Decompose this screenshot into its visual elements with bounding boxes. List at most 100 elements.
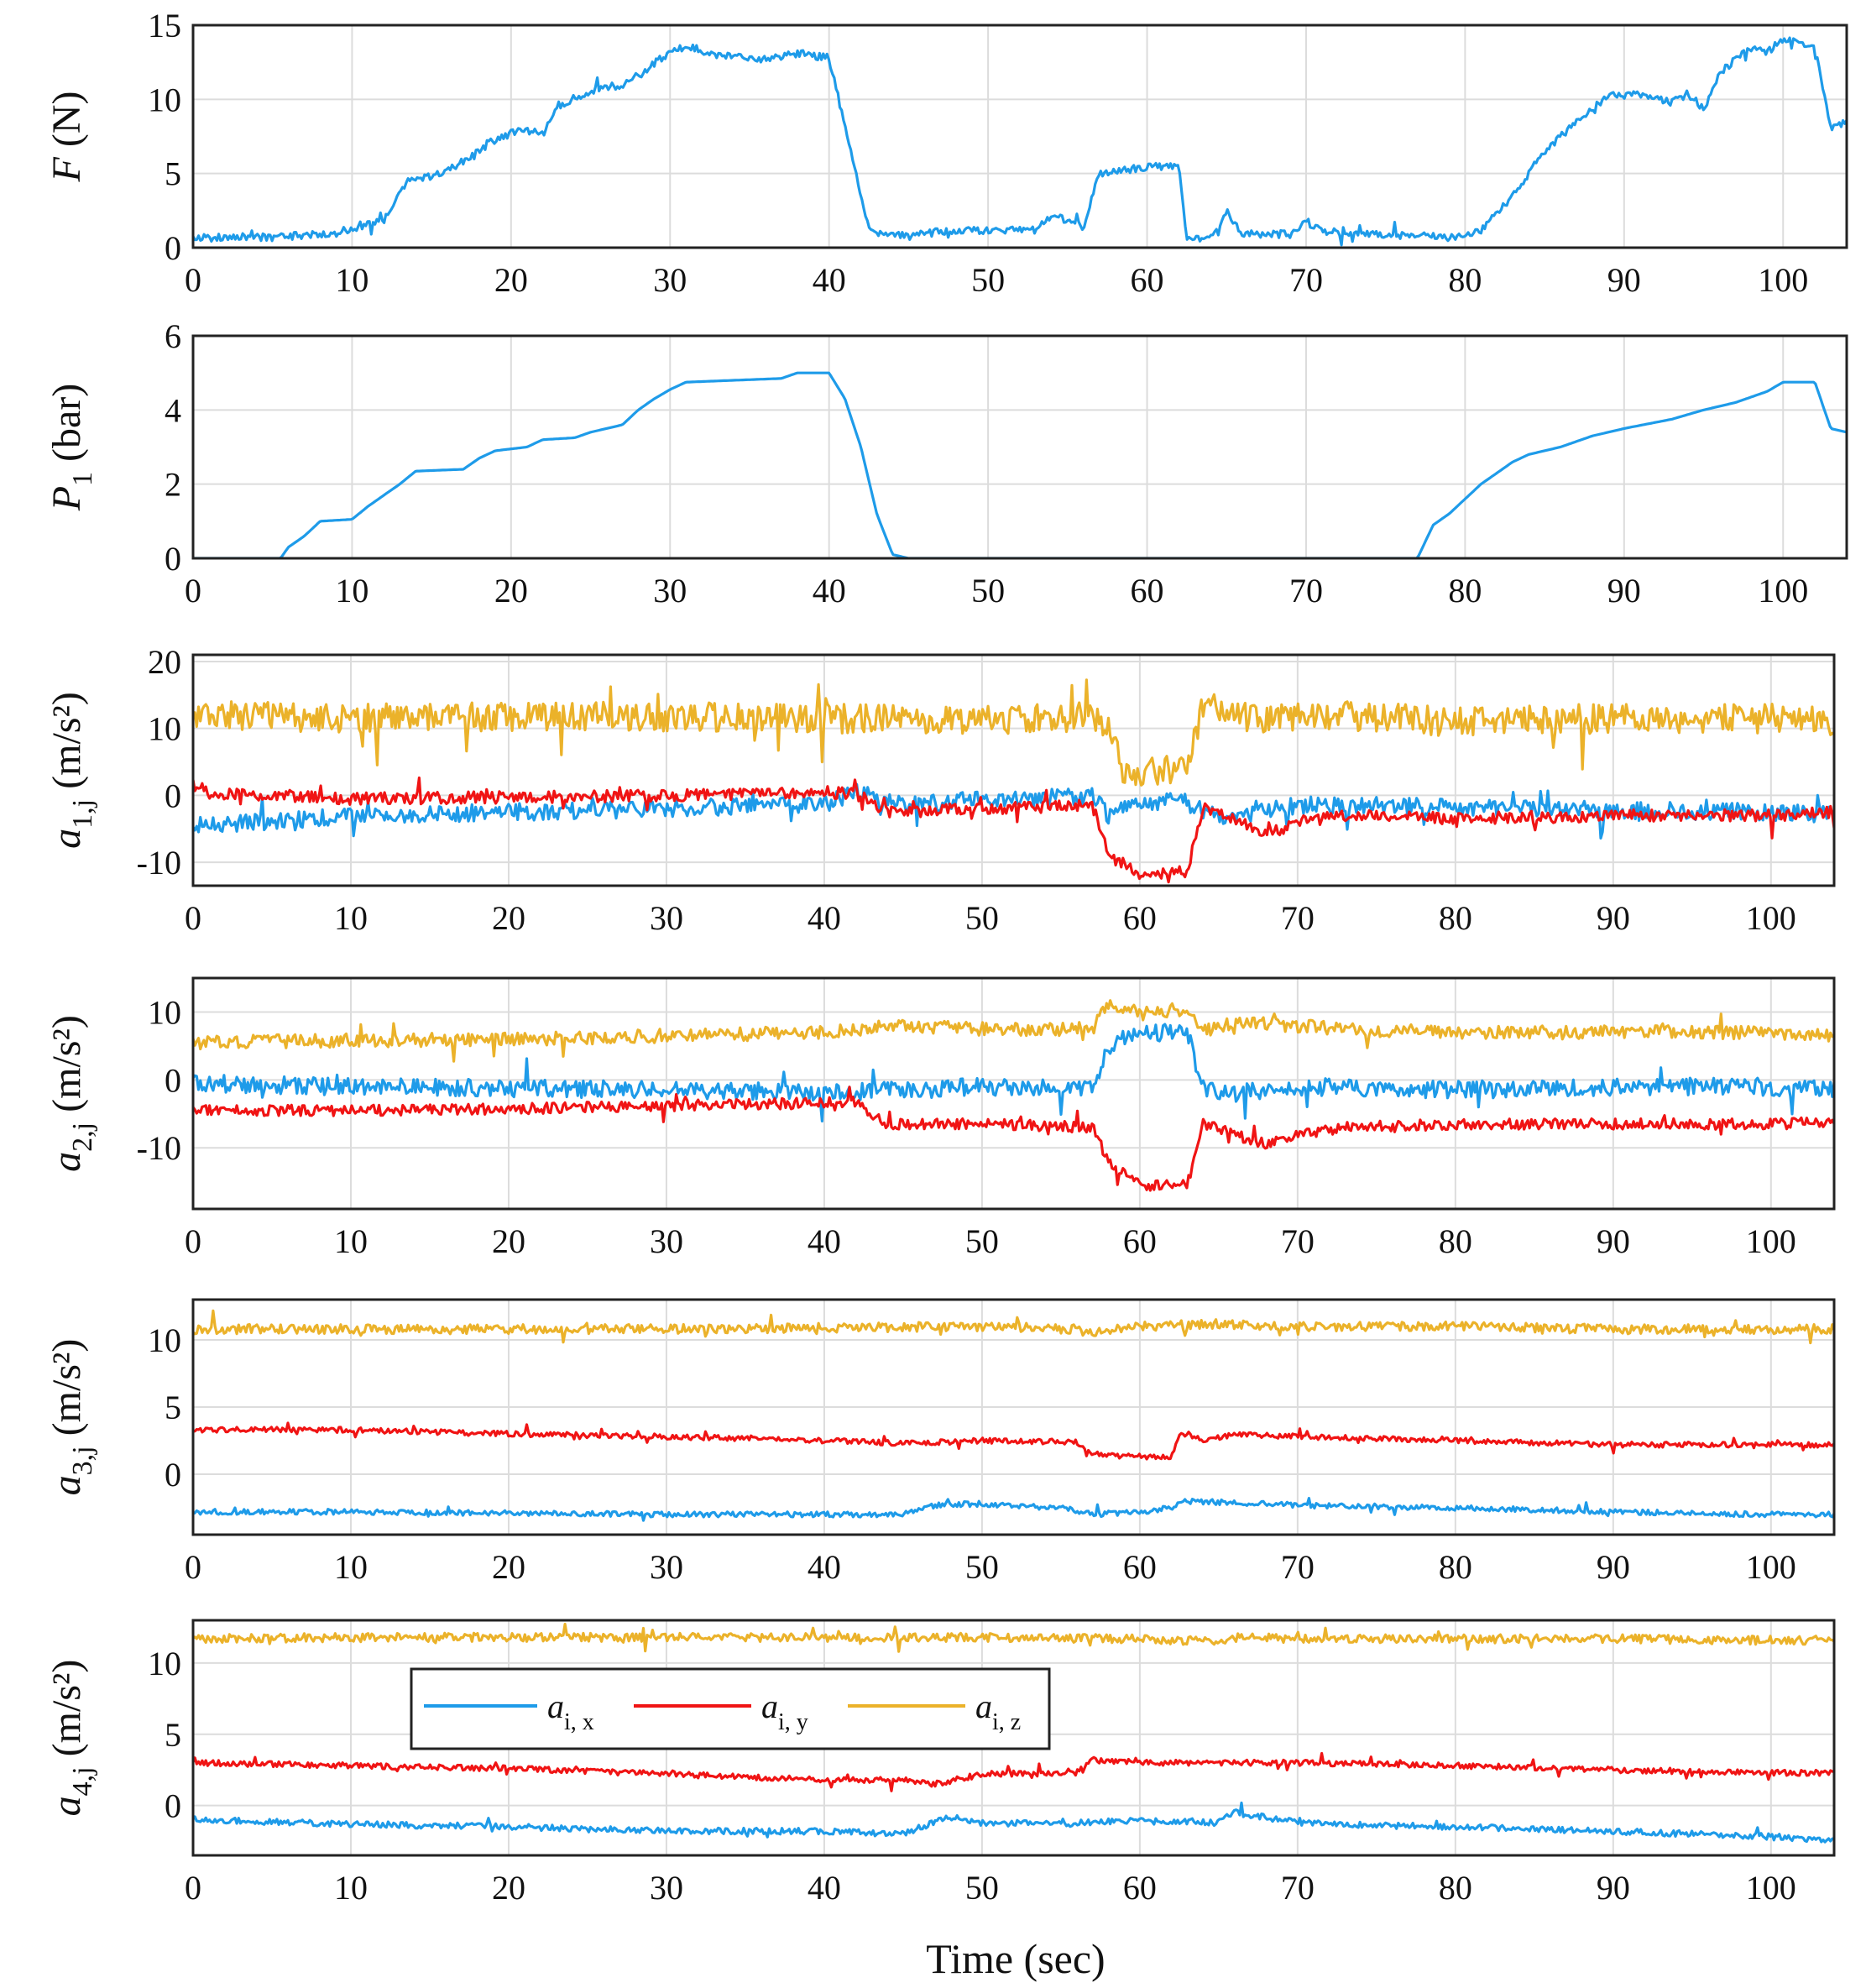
x-tick-label: 0 (185, 899, 201, 937)
y-tick-label: 0 (165, 1787, 181, 1825)
grid-a2 (192, 978, 1834, 1209)
panel-pressure: 0 10 20 30 40 50 60 70 80 90 100 0 2 4 6 P1 (bar) (44, 317, 1848, 609)
legend-label-az: ai, z (975, 1687, 1021, 1735)
x-tick-label: 40 (813, 572, 846, 609)
x-tick-label: 40 (813, 261, 846, 299)
series-a3-x (193, 1497, 1834, 1522)
axes-frame-a3 (191, 1298, 1836, 1536)
series-a4-y (193, 1751, 1834, 1792)
series-a2-y (193, 1086, 1834, 1192)
grid-a1 (192, 655, 1834, 886)
y-tick-label: 6 (165, 317, 181, 355)
y-tick-label: -10 (137, 844, 181, 882)
y-tick-label: -10 (137, 1129, 181, 1167)
y-axis-label-a2: a2,j (m/s²) (44, 1015, 98, 1172)
grid-force (192, 24, 1847, 248)
series-group-a2 (193, 999, 1834, 1192)
panel-force: 0 10 20 30 40 50 60 70 80 90 100 0 5 10 15 F (N) (44, 7, 1848, 299)
y-tick-label: 20 (148, 643, 181, 681)
x-tick-label: 50 (965, 1548, 999, 1586)
y-tick-label: 15 (148, 7, 181, 44)
x-tick-label: 100 (1746, 1869, 1796, 1907)
axes-frame-pressure (191, 334, 1848, 560)
series-a2-x (193, 1023, 1834, 1122)
x-tick-label: 40 (808, 1548, 841, 1586)
x-tick-label: 10 (334, 1869, 368, 1907)
x-tick-label: 100 (1746, 899, 1796, 937)
x-tick-label: 60 (1131, 261, 1164, 299)
x-tick-label: 50 (965, 1222, 999, 1260)
axes-frame-a2 (191, 976, 1836, 1211)
y-tick-label: 0 (165, 777, 181, 814)
x-tick-label: 20 (494, 261, 528, 299)
x-tick-label: 70 (1281, 1548, 1315, 1586)
x-tick-label: 30 (650, 1222, 683, 1260)
series-group-a3 (193, 1309, 1834, 1522)
panel-a2: 0 10 20 30 40 50 60 70 80 90 100 -10 0 10 a2,j (m/s²) (44, 976, 1836, 1260)
x-tick-label: 100 (1758, 261, 1808, 299)
y-tick-label: 10 (148, 1321, 181, 1359)
x-tick-label: 50 (965, 899, 999, 937)
y-tick-label: 2 (165, 466, 181, 504)
x-axis-label: Time (sec) (926, 1935, 1105, 1982)
legend-label-ax: ai, x (547, 1687, 594, 1735)
x-tick-label: 50 (971, 261, 1005, 299)
x-tick-label: 10 (334, 899, 368, 937)
series-group-pressure (193, 371, 1847, 558)
y-tick-label: 5 (165, 1389, 181, 1426)
x-tick-label: 60 (1131, 572, 1164, 609)
y-tick-label: 10 (148, 993, 181, 1031)
axes-frame-a1 (191, 653, 1836, 887)
x-tick-label: 20 (494, 572, 528, 609)
x-tick-label: 0 (185, 572, 201, 609)
x-tick-label: 80 (1448, 261, 1482, 299)
y-tick-label: 4 (165, 391, 181, 429)
x-tick-label: 30 (650, 1548, 683, 1586)
x-tick-label: 40 (808, 1869, 841, 1907)
grid-a3 (192, 1300, 1834, 1535)
x-tick-label: 10 (335, 261, 368, 299)
legend-box (410, 1667, 1051, 1750)
x-tick-label: 0 (185, 1869, 201, 1907)
x-tick-label: 60 (1123, 1548, 1157, 1586)
x-tick-label: 20 (492, 1869, 525, 1907)
x-tick-label: 60 (1123, 1869, 1157, 1907)
x-tick-label: 80 (1448, 572, 1482, 609)
y-tick-label: 10 (148, 710, 181, 748)
x-tick-label: 50 (971, 572, 1005, 609)
x-tick-label: 40 (808, 899, 841, 937)
x-tick-label: 90 (1607, 572, 1641, 609)
series-a4-x (193, 1801, 1834, 1844)
y-axis-label-a3: a3,j (m/s²) (44, 1339, 98, 1496)
series-a2-z (193, 999, 1834, 1063)
series-group-a4 (193, 1622, 1834, 1844)
series-a1-y (193, 776, 1834, 884)
x-tick-label: 70 (1289, 572, 1323, 609)
y-axis-label-force: F (N) (44, 92, 89, 183)
series-a1-z (193, 678, 1834, 787)
x-tick-label: 90 (1607, 261, 1641, 299)
x-tick-label: 60 (1123, 899, 1157, 937)
legend-label-ay: ai, y (761, 1687, 808, 1735)
series-pressure-x (193, 371, 1847, 558)
y-axis-label-a4: a4,j (m/s²) (44, 1660, 98, 1817)
x-tick-label: 40 (808, 1222, 841, 1260)
x-tick-label: 80 (1439, 1869, 1472, 1907)
y-tick-label: 0 (165, 1061, 181, 1099)
x-tick-label: 100 (1746, 1222, 1796, 1260)
y-tick-label: 0 (165, 1456, 181, 1494)
series-a3-y (193, 1421, 1834, 1461)
y-tick-label: 0 (165, 229, 181, 267)
x-tick-label: 30 (650, 1869, 683, 1907)
series-a4-z (193, 1622, 1834, 1653)
x-tick-label: 50 (965, 1869, 999, 1907)
x-tick-label: 80 (1439, 899, 1472, 937)
x-tick-label: 20 (492, 1222, 525, 1260)
series-group-a1 (193, 678, 1834, 884)
axes-frame-force (191, 24, 1848, 249)
series-group-force (193, 36, 1847, 247)
x-tick-label: 80 (1439, 1222, 1472, 1260)
